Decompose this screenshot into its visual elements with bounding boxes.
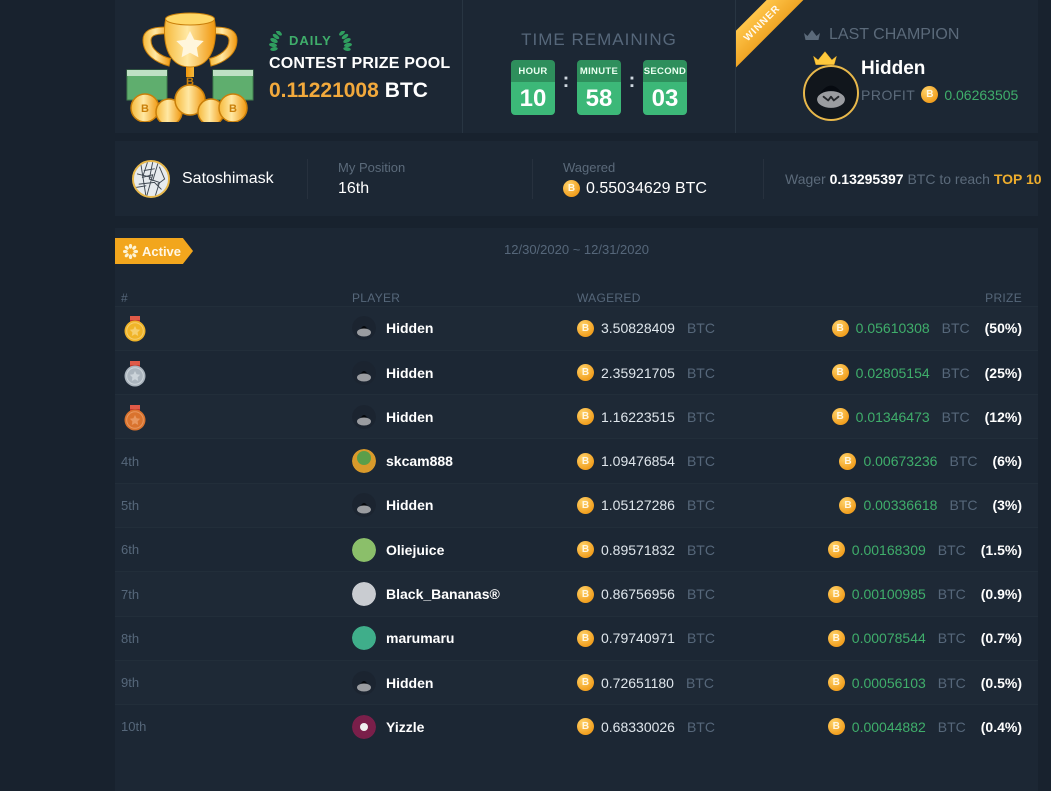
svg-text:B: B — [186, 76, 194, 88]
svg-text:B: B — [141, 103, 149, 115]
svg-text:B: B — [229, 103, 237, 115]
